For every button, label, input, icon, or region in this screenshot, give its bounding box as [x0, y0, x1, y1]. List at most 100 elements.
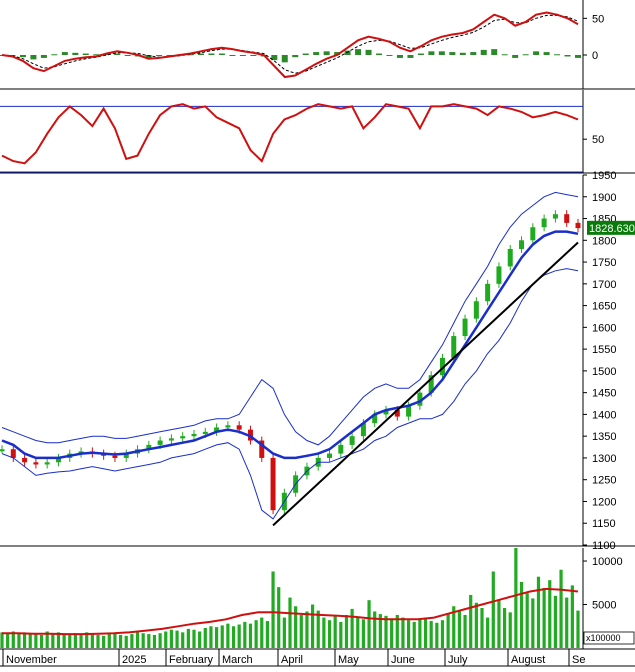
volume-bar — [28, 633, 32, 648]
candle-body — [327, 453, 333, 458]
volume-bar — [102, 635, 106, 648]
volume-bar — [412, 621, 416, 648]
macd-histogram-bar — [197, 53, 204, 55]
volume-bar — [96, 634, 100, 648]
macd-histogram-bar — [459, 52, 466, 55]
volume-bar — [90, 633, 94, 648]
volume-tick-label: 10000 — [592, 556, 623, 568]
volume-bar — [497, 600, 501, 648]
candle-body — [146, 444, 152, 450]
macd-histogram-bar — [229, 55, 236, 56]
volume-bar — [73, 633, 78, 648]
volume-bar — [559, 569, 563, 648]
candle-body — [259, 440, 265, 458]
candle-body — [575, 222, 581, 229]
volume-bar — [51, 633, 55, 648]
candle-body — [225, 425, 231, 428]
volume-bar — [423, 617, 428, 648]
volume-bar — [56, 632, 61, 648]
candle-body — [485, 283, 491, 302]
volume-bar — [231, 626, 236, 648]
candle-body — [507, 249, 513, 267]
macd-histogram-bar — [271, 55, 278, 61]
volume-bar — [220, 625, 224, 648]
volume-bar — [260, 617, 264, 648]
bollinger-lower-line — [1, 268, 579, 520]
candle-body — [44, 462, 50, 465]
volume-panel: 10000 5000 — [0, 548, 635, 650]
volume-bar — [356, 616, 360, 648]
price-tick-label: 1750 — [592, 257, 616, 269]
macd-histogram-bar — [72, 52, 79, 55]
volume-bar — [214, 627, 219, 648]
macd-histogram-bar — [187, 54, 194, 56]
price-tick-label: 1150 — [592, 518, 616, 530]
x-axis-label: April — [281, 654, 303, 666]
macd-histogram-bar — [156, 55, 163, 56]
candle-body — [360, 423, 366, 437]
macd-histogram-bar — [323, 51, 330, 55]
macd-histogram-bar — [543, 52, 550, 55]
volume-bar — [384, 615, 388, 648]
volume-bar — [305, 611, 309, 648]
x-axis-label: November — [6, 654, 57, 666]
volume-bar — [152, 634, 157, 648]
x-axis-label: February — [169, 654, 214, 666]
macd-histogram-bar — [145, 55, 152, 58]
volume-bar — [254, 620, 258, 648]
macd-histogram-bar — [344, 50, 351, 55]
price-tick-label: 1950 — [592, 170, 616, 182]
candle-body — [541, 218, 547, 228]
volume-bar — [480, 608, 484, 648]
volume-bar — [130, 634, 134, 648]
bollinger-upper-line — [1, 191, 579, 446]
volume-bar — [85, 632, 89, 648]
macd-histogram-bar — [522, 54, 529, 56]
macd-histogram-bar — [533, 51, 540, 55]
volume-bar — [469, 594, 473, 648]
volume-bar — [418, 619, 422, 648]
x-axis: November 2025 February March April May June Jul… — [0, 649, 635, 667]
candle-body — [10, 449, 16, 458]
macd-histogram-bar — [417, 53, 424, 55]
volume-bar — [570, 585, 574, 648]
volume-bar — [237, 624, 241, 648]
macd-histogram-bar — [82, 53, 89, 55]
volume-bar — [373, 611, 377, 648]
volume-bar — [310, 604, 315, 648]
volume-bar — [203, 628, 207, 648]
price-tick-label: 1250 — [592, 475, 616, 487]
volume-bar — [294, 606, 298, 648]
macd-histogram-bar — [564, 55, 571, 57]
macd-histogram-bar — [218, 53, 225, 55]
volume-bar — [282, 617, 286, 648]
volume-bar — [62, 634, 66, 648]
volume-bar — [288, 597, 292, 648]
volume-bar — [181, 632, 185, 648]
volume-bar — [344, 614, 349, 648]
volume-bar — [395, 614, 399, 648]
macd-histogram-bar — [208, 53, 215, 55]
macd-histogram-bar — [114, 53, 121, 55]
volume-bar — [474, 602, 478, 648]
volume-bar — [243, 621, 247, 648]
last-price-badge: 1828.630 — [587, 220, 635, 235]
macd-histogram-bar — [93, 54, 100, 56]
volume-bar — [164, 631, 168, 648]
rsi-line — [1, 103, 579, 165]
candle-body — [349, 436, 355, 445]
volume-bar — [271, 571, 275, 648]
volume-bar — [141, 633, 145, 648]
x-axis-label: June — [391, 654, 415, 666]
volume-bar — [79, 634, 83, 648]
volume-bar — [491, 571, 495, 648]
macd-histogram-bar — [302, 53, 309, 55]
volume-bar — [457, 611, 462, 648]
candle-body — [383, 410, 389, 415]
macd-tick-label: 50 — [592, 13, 604, 25]
volume-bar — [68, 634, 72, 648]
macd-histogram-bar — [501, 54, 508, 56]
macd-histogram-bar — [124, 55, 131, 56]
volume-bar — [322, 617, 326, 648]
volume-bar — [446, 613, 450, 648]
